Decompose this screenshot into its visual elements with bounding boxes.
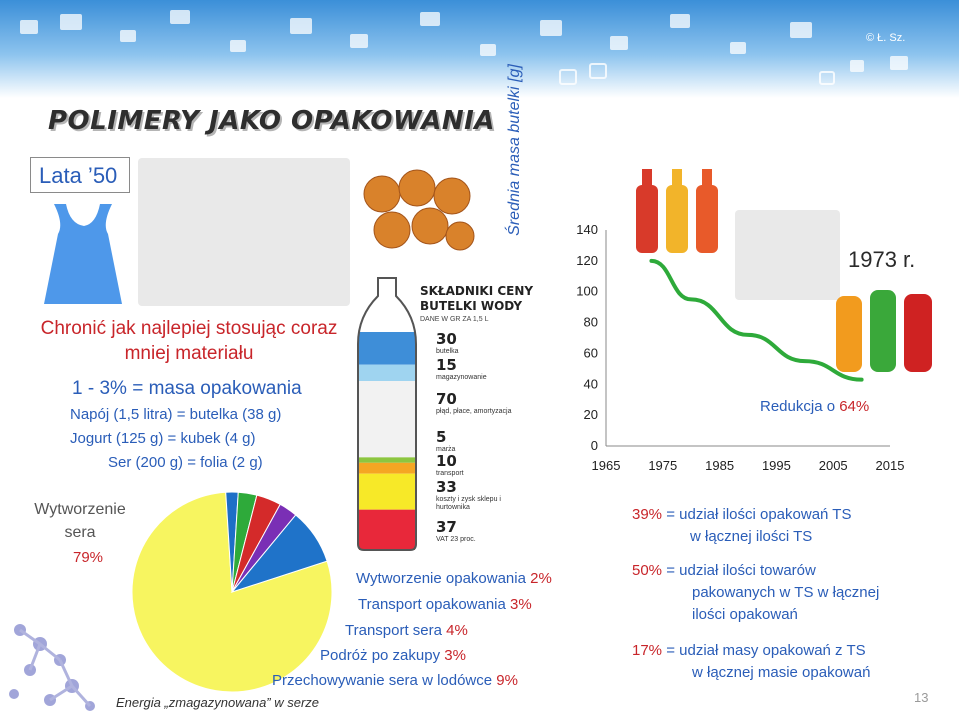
bottle-item: 30 butelka: [436, 330, 459, 355]
pie-legend-item: Podróż po zakupy 3%: [320, 647, 466, 664]
x-tick-label: 1995: [762, 458, 791, 473]
bottle-item: 10 transport: [436, 452, 464, 477]
bottle-item: 33 koszty i zysk sklepu i hurtownika: [436, 478, 501, 511]
y-tick-label: 20: [584, 407, 598, 422]
glass-bottles-image: [636, 169, 718, 253]
page-number: 13: [914, 690, 929, 705]
onion-net-image: [363, 169, 475, 251]
plastic-bottles-image: [836, 290, 932, 372]
stat-item: 17% = udział masy opakowań z TS w łączne…: [632, 642, 871, 681]
copyright: © Ł. Sz.: [866, 32, 906, 44]
y-tick-label: 100: [576, 284, 598, 299]
y-tick-label: 60: [584, 345, 598, 360]
mass-header: 1 - 3% = masa opakowania: [72, 378, 302, 399]
stat-item: 50% = udział ilości towarów pakowanych w…: [632, 562, 880, 623]
bottle-band: [359, 473, 415, 510]
series-line: [649, 258, 864, 382]
pie-legend-item: Transport sera 4%: [345, 622, 468, 639]
y-tick-label: 0: [591, 438, 598, 453]
y-tick-label: 120: [576, 253, 598, 268]
x-tick-label: 1985: [705, 458, 734, 473]
x-tick-label: 1965: [592, 458, 621, 473]
slogan: Chronić jak najlepiej stosując coraz mnie…: [40, 318, 338, 364]
bottle-band: [359, 332, 415, 365]
bottle-note: DANE W GR ZA 1,5 L: [420, 316, 489, 323]
bottle-graphic: [357, 277, 417, 551]
bottle-item: 37 VAT 23 proc.: [436, 518, 476, 543]
reduction-label: Redukcja o 64%: [760, 398, 870, 415]
mass-row: Jogurt (125 g) = kubek (4 g): [70, 430, 256, 447]
pie-legend-item: Przechowywanie sera w lodówce 9%: [272, 672, 518, 689]
energy-note: Energia „zmagazynowana” w serze: [116, 695, 320, 710]
bottle-item: 15 magazynowanie: [436, 356, 487, 381]
bottle-header: SKŁADNIKI CENY BUTELKI WODY: [420, 284, 534, 313]
bottle-band: [359, 509, 415, 550]
mass-row: Napój (1,5 litra) = butelka (38 g): [70, 406, 282, 423]
plastic-bag-image: [44, 204, 122, 304]
x-tick-label: 1975: [648, 458, 677, 473]
x-tick-label: 2005: [819, 458, 848, 473]
y-tick-label: 140: [576, 222, 598, 237]
energy-pie-chart: [131, 491, 333, 693]
pie-legend-item: Wytworzenie opakowania 2%: [356, 570, 552, 587]
pie-main-pct: 79%: [73, 549, 104, 566]
y-tick-label: 80: [584, 315, 598, 330]
pie-main-label: Wytworzenie sera: [34, 501, 126, 541]
pie-slice-fridge: [230, 514, 328, 594]
packaged-products-image: [138, 158, 350, 306]
era-label: Lata ’50: [30, 157, 130, 193]
x-tick-label: 2015: [876, 458, 905, 473]
y-tick-label: 40: [584, 376, 598, 391]
slide-title: POLIMERY JAKO OPAKOWANIA: [48, 106, 495, 136]
bags-image: [735, 210, 840, 300]
bottle-item: 5 marża: [436, 428, 456, 453]
header-keyboard-band: [0, 0, 959, 98]
bottle-item: 70 płąd, płace, amortyzacja: [436, 390, 512, 415]
pie-legend-item: Transport opakowania 3%: [358, 596, 532, 613]
mass-row: Ser (200 g) = folia (2 g): [108, 454, 263, 471]
bottle-band: [359, 381, 415, 458]
bottle-band: [359, 457, 415, 463]
chart-ylabel: Średnia masa butelki [g]: [506, 64, 523, 236]
bottle-mass-line-chart: 0 20 40 60 80 100 120 140 1965 1975 1985 1995 2005 20…: [576, 222, 905, 473]
bottle-band: [359, 462, 415, 474]
year-label: 1973 r.: [848, 247, 916, 272]
stat-item: 39% = udział ilości opakowań TS w łączne…: [632, 506, 852, 545]
molecule-decoration: [9, 624, 95, 711]
bottle-band: [359, 364, 415, 382]
